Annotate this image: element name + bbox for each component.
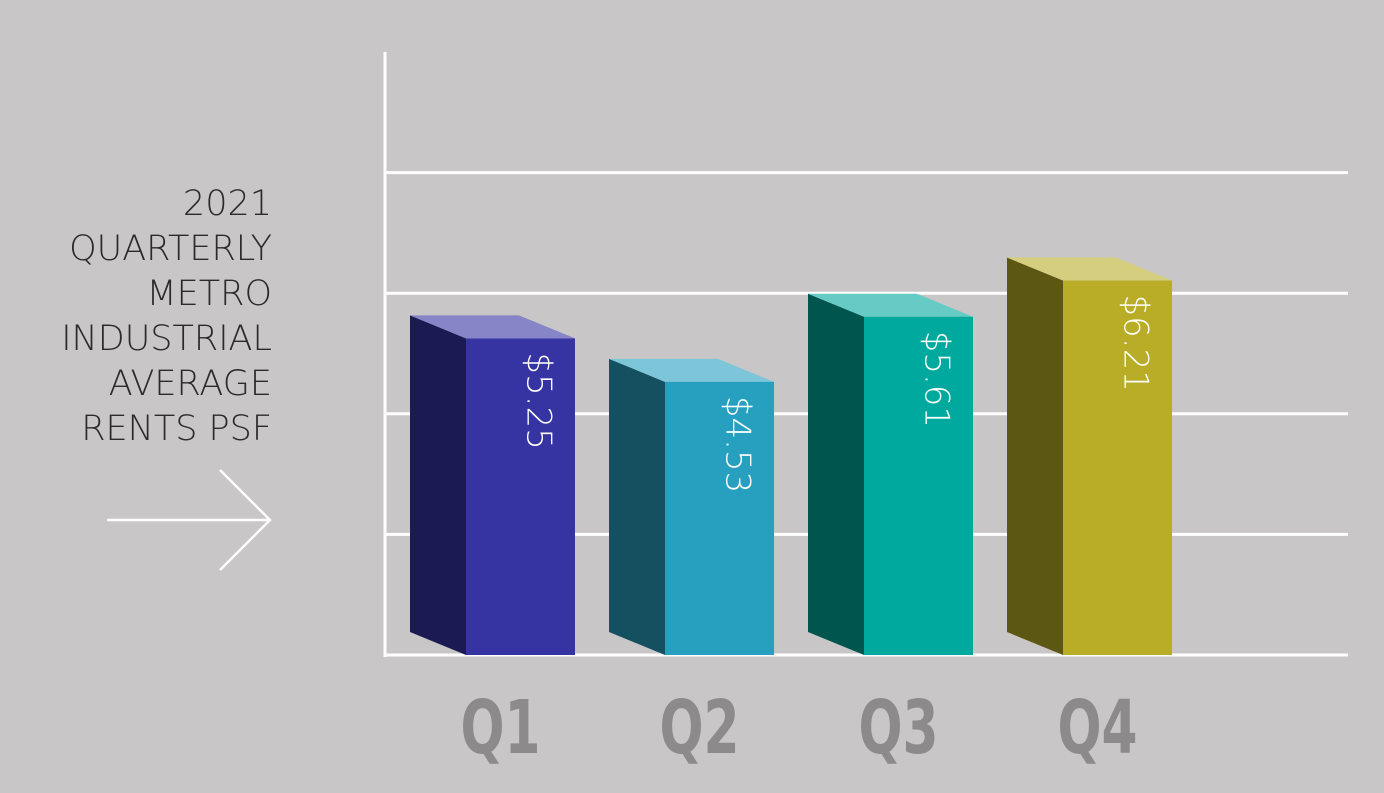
- value-label: $5.25: [519, 352, 559, 449]
- bar-side: [1007, 257, 1063, 655]
- bar-front: [466, 338, 575, 655]
- arrow-head: [219, 469, 272, 571]
- value-label: $5.61: [917, 331, 957, 428]
- chart-title: 2021: [183, 184, 272, 224]
- x-tick-label: Q3: [858, 686, 938, 772]
- x-tick-label: Q1: [460, 686, 540, 772]
- bar-front: [665, 381, 774, 655]
- chart-title: METRO: [146, 274, 272, 314]
- bar: [410, 315, 575, 655]
- chart-title: QUARTERLY: [69, 229, 272, 269]
- value-label: $6.21: [1116, 295, 1156, 392]
- bar-top: [410, 315, 575, 339]
- bar-side: [808, 293, 864, 655]
- chart-title: AVERAGE: [109, 364, 272, 404]
- bar-top: [1007, 257, 1172, 281]
- bar: [1007, 257, 1172, 655]
- bar: [808, 293, 973, 655]
- bar-top: [808, 293, 973, 317]
- x-tick-label: Q2: [659, 686, 739, 772]
- bar-side: [609, 358, 665, 655]
- chart-title: RENTS PSF: [81, 409, 272, 449]
- chart-title: INDUSTRIAL: [61, 319, 272, 359]
- bar-front: [864, 316, 973, 655]
- value-label: $4.53: [718, 396, 758, 493]
- bar: [609, 358, 774, 655]
- x-tick-label: Q4: [1057, 686, 1137, 772]
- bar-side: [410, 315, 466, 655]
- bar-top: [609, 358, 774, 382]
- bar-front: [1063, 280, 1172, 655]
